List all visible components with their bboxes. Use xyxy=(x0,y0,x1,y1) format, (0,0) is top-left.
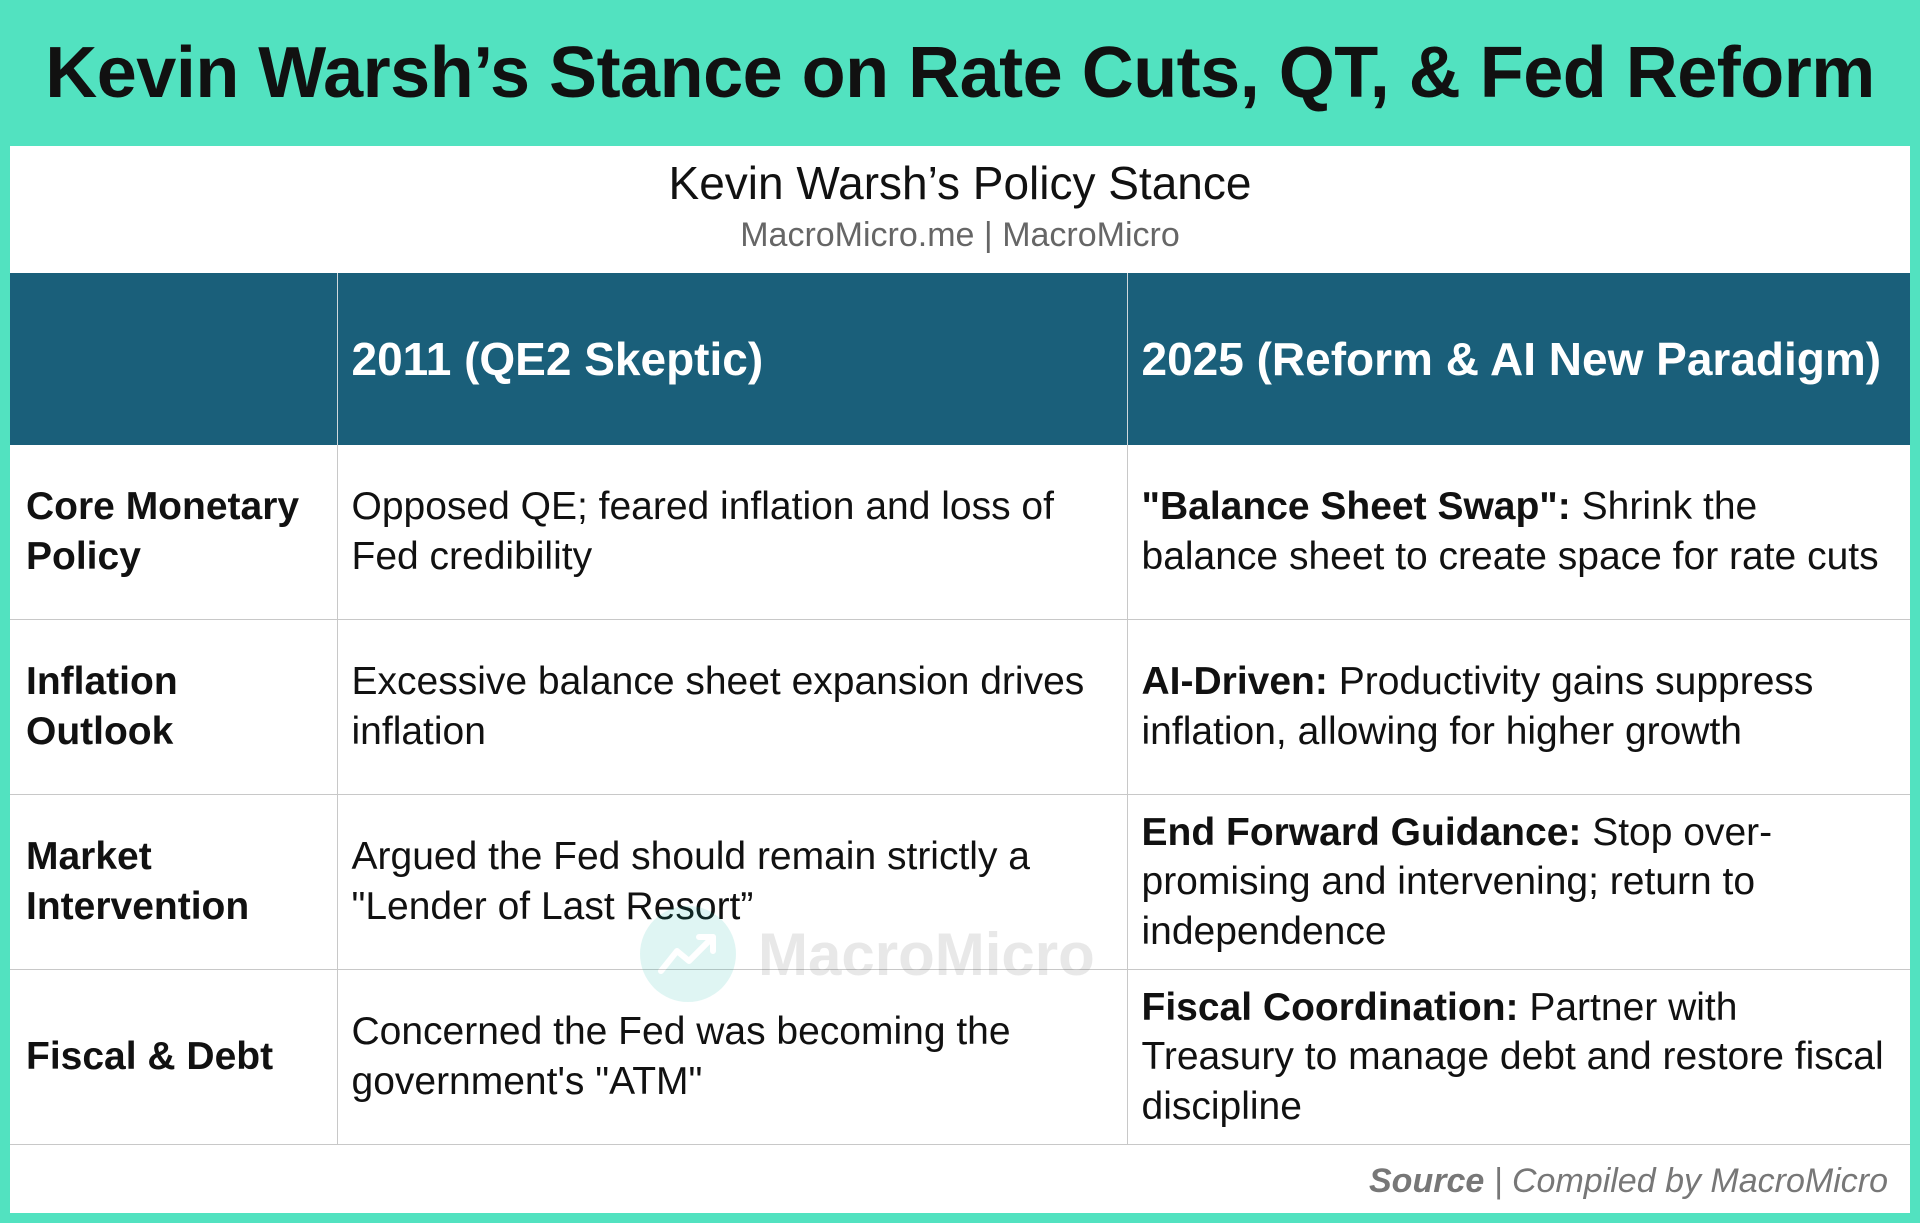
cell-2011: Excessive balance sheet expansion drives… xyxy=(337,619,1128,795)
subheader: Kevin Warsh’s Policy Stance MacroMicro.m… xyxy=(10,146,1910,273)
cell-2025: AI-Driven: Productivity gains suppress i… xyxy=(1127,619,1910,795)
footer-compiled: Compiled by MacroMicro xyxy=(1512,1162,1888,1200)
cell-2025-keyword: "Balance Sheet Swap": xyxy=(1141,485,1571,529)
subtitle: Kevin Warsh’s Policy Stance xyxy=(668,157,1252,209)
row-label: Inflation Outlook xyxy=(10,619,338,795)
cell-2025-text: Shrink the balance sheet to create space… xyxy=(1141,485,1879,578)
cell-2025-text: Productivity gains suppress inflation, a… xyxy=(1141,660,1814,753)
cell-2025: Fiscal Coordination: Partner with Treasu… xyxy=(1127,969,1910,1145)
footer: Source | Compiled by MacroMicro xyxy=(1369,1162,1888,1201)
row-label: Core Monetary Policy xyxy=(10,445,338,620)
title-bar: Kevin Warsh’s Stance on Rate Cuts, QT, &… xyxy=(0,0,1920,146)
table-row: Market Intervention Argued the Fed shoul… xyxy=(10,794,1910,970)
cell-2011: Argued the Fed should remain strictly a … xyxy=(337,794,1128,970)
table-row: Core Monetary Policy Opposed QE; feared … xyxy=(10,445,1910,620)
source-line: MacroMicro.me | MacroMicro xyxy=(740,216,1180,254)
stance-table: 2011 (QE2 Skeptic) 2025 (Reform & AI New… xyxy=(10,273,1910,1145)
header-cell-empty xyxy=(10,273,338,445)
header-cell-2025: 2025 (Reform & AI New Paradigm) xyxy=(1127,273,1910,445)
table-row: Fiscal & Debt Concerned the Fed was beco… xyxy=(10,969,1910,1145)
table-row: Inflation Outlook Excessive balance shee… xyxy=(10,619,1910,795)
page-title: Kevin Warsh’s Stance on Rate Cuts, QT, &… xyxy=(45,33,1875,113)
row-label: Market Intervention xyxy=(10,794,338,970)
cell-2011: Concerned the Fed was becoming the gover… xyxy=(337,969,1128,1145)
table-header-row: 2011 (QE2 Skeptic) 2025 (Reform & AI New… xyxy=(10,273,1910,445)
footer-source-label: Source xyxy=(1369,1162,1485,1200)
cell-2025-text: Partner with Treasury to manage debt and… xyxy=(1141,985,1884,1128)
header-cell-2011: 2011 (QE2 Skeptic) xyxy=(337,273,1128,445)
cell-2025-text: Stop over-promising and intervening; ret… xyxy=(1141,810,1773,953)
cell-2025: End Forward Guidance: Stop over-promisin… xyxy=(1127,794,1910,970)
content-panel: Kevin Warsh’s Policy Stance MacroMicro.m… xyxy=(10,146,1910,1213)
cell-2025: "Balance Sheet Swap": Shrink the balance… xyxy=(1127,445,1910,620)
cell-2025-keyword: AI-Driven: xyxy=(1141,660,1328,704)
cell-2011: Opposed QE; feared inflation and loss of… xyxy=(337,445,1128,620)
row-label: Fiscal & Debt xyxy=(10,969,338,1145)
cell-2025-keyword: Fiscal Coordination: xyxy=(1141,985,1519,1029)
cell-2025-keyword: End Forward Guidance: xyxy=(1141,810,1582,854)
footer-separator: | xyxy=(1484,1162,1512,1200)
